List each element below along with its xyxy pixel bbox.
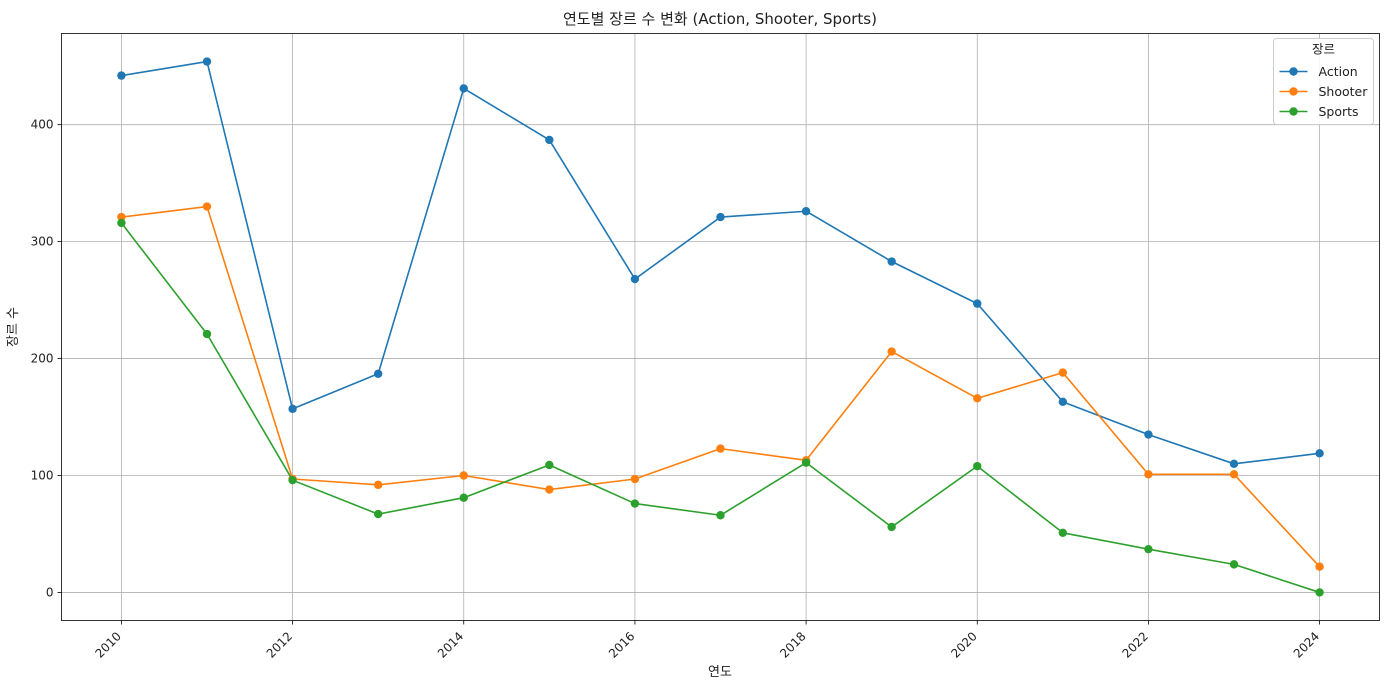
data-point-shooter [202, 202, 212, 211]
series-line-action [121, 60, 1320, 465]
legend-box [1273, 38, 1374, 125]
data-point-sports [801, 458, 811, 467]
legend-marker-action [1289, 67, 1298, 76]
x-tick-label: 2020 [948, 629, 979, 660]
y-tick-label: 0 [46, 585, 54, 599]
data-point-shooter [1315, 562, 1324, 571]
data-point-shooter [117, 212, 126, 222]
data-point-action [716, 212, 725, 222]
data-point-action [801, 207, 811, 216]
data-point-action [373, 369, 383, 378]
y-tick-label: 100 [31, 469, 54, 483]
data-point-action [1058, 397, 1068, 407]
data-point-action [1229, 459, 1239, 469]
data-point-action [630, 274, 640, 284]
data-point-sports [459, 493, 468, 502]
legend-label-shooter: Shooter [1319, 84, 1369, 99]
y-axis-label: 장르 수 [6, 307, 21, 347]
x-tick-label: 2018 [777, 629, 808, 660]
data-point-shooter [887, 347, 896, 356]
data-point-sports [1315, 588, 1324, 597]
x-tick-label: 2024 [1291, 629, 1322, 660]
data-point-sports [1229, 560, 1239, 569]
data-point-sports [288, 475, 297, 485]
series-line-sports [120, 222, 1320, 594]
data-point-sports [545, 460, 554, 470]
data-point-action [288, 404, 297, 414]
chart-title: 연도별 장르 수 변화 (Action, Shooter, Sports) [563, 10, 877, 28]
data-point-sports [117, 218, 126, 228]
x-tick-label: 2010 [93, 629, 124, 660]
legend-marker-sports [1289, 107, 1298, 116]
legend: 장르 Action Shooter Sports [1273, 38, 1374, 125]
data-point-shooter [1058, 368, 1068, 377]
data-point-action [1315, 449, 1324, 458]
legend-title: 장르 [1312, 42, 1335, 57]
grid [61, 33, 1380, 621]
data-point-action [973, 299, 982, 308]
x-tick-label: 2022 [1120, 629, 1151, 660]
data-point-sports [973, 461, 982, 471]
data-point-action [545, 135, 554, 145]
series [117, 57, 1324, 597]
axes: 2010 2012 2014 2016 2018 2020 2022 2024 0 100 200 3… [31, 118, 1323, 661]
data-point-action [887, 257, 896, 266]
data-point-sports [373, 509, 383, 519]
x-axis-label: 연도 [708, 665, 732, 680]
y-tick-label: 400 [31, 118, 54, 132]
data-point-shooter [373, 480, 383, 490]
data-point-sports [716, 511, 725, 520]
x-tick-label: 2014 [435, 629, 466, 660]
data-point-action [117, 71, 126, 80]
legend-label-sports: Sports [1319, 104, 1359, 119]
y-tick-label: 200 [31, 352, 54, 366]
legend-marker-shooter [1289, 87, 1298, 96]
x-tick-label: 2016 [606, 629, 637, 660]
data-point-sports [887, 522, 896, 532]
data-point-shooter [545, 485, 554, 494]
y-tick-label: 300 [31, 235, 54, 249]
data-point-action [459, 84, 468, 93]
plot-frame [61, 33, 1380, 621]
data-point-action [202, 57, 212, 66]
data-point-shooter [630, 474, 640, 484]
data-point-shooter [1229, 470, 1239, 479]
data-point-sports [202, 329, 212, 339]
data-point-action [1144, 430, 1153, 439]
x-tick-label: 2012 [264, 629, 295, 660]
data-point-sports [1144, 544, 1153, 554]
data-point-shooter [716, 444, 725, 453]
data-point-sports [1058, 528, 1068, 538]
data-point-shooter [1144, 470, 1153, 479]
data-point-shooter [459, 471, 468, 480]
legend-label-action: Action [1319, 64, 1358, 79]
data-point-sports [630, 499, 640, 508]
data-point-shooter [973, 394, 982, 403]
